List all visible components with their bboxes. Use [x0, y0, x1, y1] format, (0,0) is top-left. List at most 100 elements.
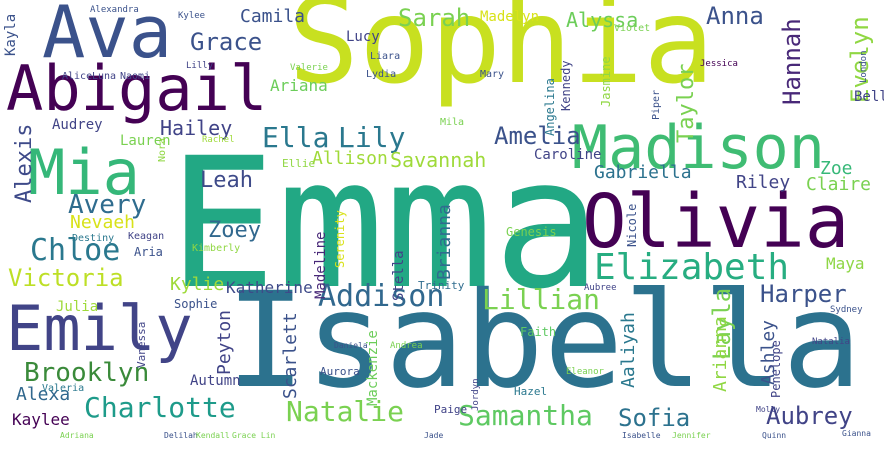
word-destiny: Destiny: [72, 233, 115, 244]
word-delilah: Delilah: [164, 431, 198, 440]
word-hannah: Hannah: [778, 18, 806, 105]
word-luna: Luna: [92, 71, 117, 82]
word-sydney: Sydney: [830, 305, 863, 315]
word-mackenzie: Mackenzie: [365, 330, 381, 406]
word-leah: Leah: [200, 168, 253, 193]
word-avery: Avery: [68, 190, 147, 220]
word-sofia: Sofia: [618, 404, 691, 432]
word-adriana: Adriana: [60, 431, 94, 440]
word-piper: Piper: [651, 90, 662, 121]
word-sophia: Sophia: [288, 0, 715, 110]
word-sarah: Sarah: [398, 4, 471, 32]
word-natalia: Natalia: [812, 337, 850, 347]
word-zoey: Zoey: [208, 218, 261, 243]
word-alexa: Alexa: [16, 384, 71, 405]
word-aurora: Aurora: [320, 365, 360, 378]
word-aria: Aria: [134, 245, 163, 259]
word-hazel: Hazel: [514, 385, 548, 398]
word-rachel: Rachel: [202, 135, 235, 145]
word-madison: Madison: [572, 113, 825, 183]
word-alyssa: Alyssa: [566, 8, 639, 32]
word-grace: Grace: [190, 28, 263, 56]
word-ella: Ella: [262, 121, 330, 154]
word-bella: Bella: [854, 89, 884, 105]
word-maya: Maya: [826, 254, 865, 273]
word-julia: Julia: [56, 299, 99, 315]
word-lydia: Lydia: [366, 69, 397, 80]
word-kylee: Kylee: [178, 11, 206, 21]
word-molly: Molly: [756, 405, 781, 414]
word-grace-lin: Grace Lin: [232, 431, 276, 440]
word-kaylee: Kaylee: [12, 410, 70, 429]
word-gabriella: Gabriella: [594, 162, 692, 183]
word-keagan: Keagan: [128, 231, 165, 242]
word-scarlett: Scarlett: [280, 312, 301, 399]
word-taylor: Taylor: [674, 64, 699, 144]
word-aaliyah: Aaliyah: [618, 312, 639, 388]
word-ellie: Ellie: [282, 157, 316, 170]
word-eleanor: Eleanor: [566, 367, 604, 377]
word-jasmine: Jasmine: [599, 56, 613, 107]
word-arianna: Arianna: [710, 316, 731, 392]
word-madelyn: Madelyn: [480, 9, 540, 25]
word-jordyn: Jordyn: [471, 378, 481, 411]
word-lillian: Lillian: [482, 283, 601, 316]
word-allison: Allison: [312, 148, 388, 169]
word-alice: Alice: [62, 71, 93, 82]
word-vanessa: Vanessa: [135, 322, 148, 369]
word-daniela: Daniela: [334, 341, 368, 350]
word-ariana: Ariana: [270, 76, 328, 95]
word-savannah: Savannah: [390, 148, 487, 172]
word-mila: Mila: [440, 117, 465, 128]
word-liara: Liara: [370, 51, 401, 62]
word-lauren: Lauren: [120, 133, 171, 149]
word-penelope: Penelope: [769, 340, 783, 398]
word-angelina: Angelina: [543, 78, 557, 136]
word-charlotte: Charlotte: [84, 391, 236, 424]
word-ava: Ava: [42, 0, 173, 74]
word-serenity: Serenity: [333, 210, 347, 268]
word-alexandra: Alexandra: [90, 5, 139, 15]
word-samantha: Samantha: [458, 399, 593, 432]
word-nicole: Nicole: [625, 204, 639, 248]
word-mary: Mary: [480, 69, 505, 80]
word-lily: Lily: [338, 121, 406, 154]
word-kylie: Kylie: [170, 274, 225, 295]
word-elizabeth: Elizabeth: [594, 247, 790, 288]
word-sophie: Sophie: [174, 297, 218, 311]
word-andrea: Andrea: [390, 341, 423, 351]
word-naomi: Naomi: [120, 71, 151, 82]
word-brianna: Brianna: [434, 204, 455, 280]
word-olivia: Olivia: [582, 179, 850, 265]
word-gianna: Gianna: [842, 429, 871, 438]
word-riley: Riley: [736, 172, 791, 193]
word-nora: Nora: [157, 138, 168, 163]
word-harper: Harper: [760, 280, 847, 308]
word-nevaeh: Nevaeh: [70, 212, 136, 233]
word-katherine: Katherine: [226, 278, 313, 297]
word-jade: Jade: [424, 431, 444, 440]
word-stella: Stella: [391, 250, 407, 301]
word-peyton: Peyton: [214, 310, 235, 376]
word-autumn: Autumn: [190, 373, 241, 389]
word-faith: Faith: [520, 325, 557, 339]
word-camila: Camila: [240, 6, 306, 27]
word-valerie: Valerie: [290, 63, 328, 73]
word-kayla: Kayla: [3, 14, 19, 57]
word-genesis: Genesis: [506, 225, 557, 239]
word-kendall: Kendall: [196, 431, 230, 440]
word-violet: Violet: [614, 23, 651, 34]
word-emily: Emily: [6, 292, 193, 365]
word-kimberly: Kimberly: [192, 243, 241, 254]
word-jessica: Jessica: [700, 59, 738, 69]
word-isabella: Isabella: [226, 264, 862, 418]
word-caroline: Caroline: [534, 147, 602, 163]
word-mia: Mia: [28, 136, 140, 209]
word-jennifer: Jennifer: [672, 431, 711, 440]
word-kennedy: Kennedy: [559, 60, 573, 111]
word-abigail: Abigail: [6, 52, 268, 125]
word-claire: Claire: [806, 174, 872, 195]
word-anna: Anna: [706, 2, 764, 30]
word-audrey: Audrey: [52, 117, 103, 133]
word-hailey: Hailey: [160, 116, 233, 140]
